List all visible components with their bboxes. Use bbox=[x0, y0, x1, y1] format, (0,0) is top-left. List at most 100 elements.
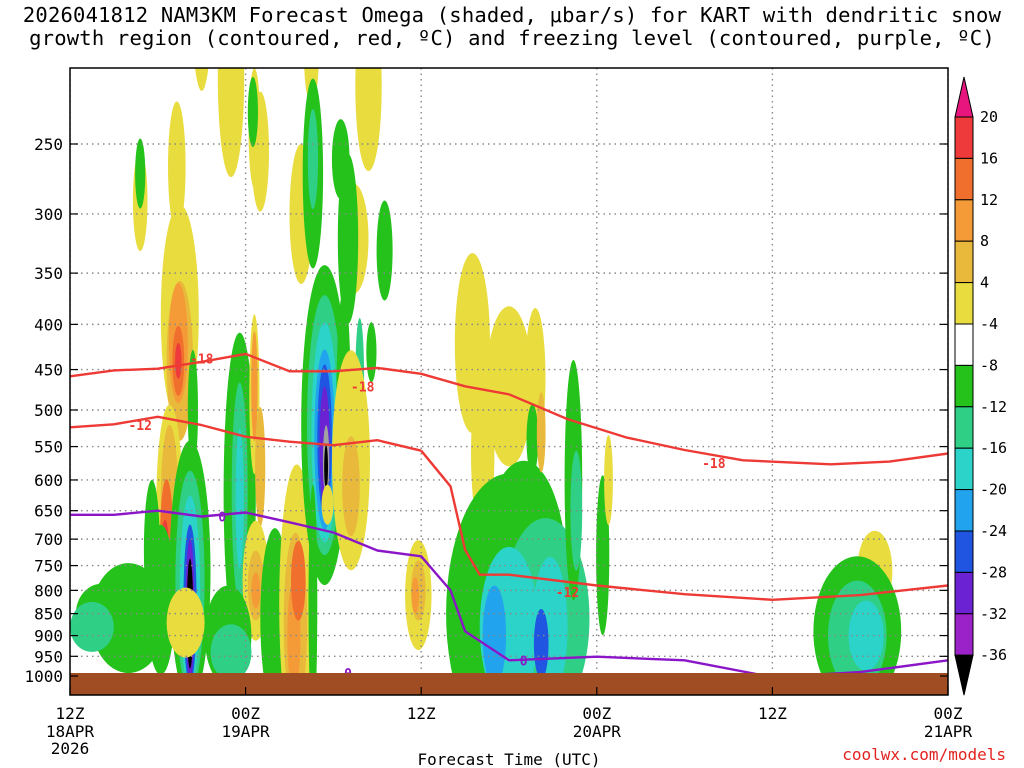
y-tick-label: 950 bbox=[34, 647, 63, 666]
x-tick-date: 19APR bbox=[222, 722, 271, 741]
colorbar-swatch bbox=[954, 323, 974, 366]
y-tick-label: 750 bbox=[34, 557, 63, 576]
credit-text: coolwx.com/models bbox=[842, 745, 1006, 764]
colorbar-label: -32 bbox=[980, 605, 1007, 623]
x-tick-date: 20APR bbox=[573, 722, 622, 741]
colorbar-swatch bbox=[954, 571, 974, 615]
omega-cell bbox=[411, 577, 419, 614]
y-tick-label: 600 bbox=[34, 471, 63, 490]
x-axis-title: Forecast Time (UTC) bbox=[417, 750, 600, 768]
omega-shading bbox=[70, 0, 902, 695]
omega-cell bbox=[355, 68, 382, 172]
omega-cell bbox=[366, 322, 377, 383]
omega-cell bbox=[848, 600, 884, 671]
contour-label: -18 bbox=[702, 457, 726, 472]
colorbar-swatch bbox=[954, 447, 974, 491]
y-axis: 250 300 350 400 450 500 550 600 650 700 750 800 850 9… bbox=[24, 135, 948, 686]
omega-cell bbox=[251, 572, 261, 609]
freezing-level-line bbox=[70, 509, 948, 679]
y-tick-label: 1000 bbox=[24, 667, 63, 686]
colorbar-swatch bbox=[954, 282, 974, 325]
omega-cell bbox=[175, 342, 182, 379]
colorbar-top-arrow bbox=[954, 76, 974, 118]
omega-cell bbox=[485, 306, 533, 467]
freezing-label: 0 bbox=[520, 654, 528, 669]
y-tick-label: 250 bbox=[34, 135, 63, 154]
chart-title: 2026041812 NAM3KM Forecast Omega (shaded… bbox=[0, 4, 1024, 50]
colorbar-label: 8 bbox=[980, 232, 989, 250]
omega-cell bbox=[342, 436, 360, 537]
contour-line-minus12-lower bbox=[420, 449, 948, 601]
colorbar-swatch bbox=[954, 157, 974, 201]
y-tick-label: 300 bbox=[34, 205, 63, 224]
y-tick-label: 850 bbox=[34, 605, 63, 624]
y-tick-label: 550 bbox=[34, 438, 63, 457]
omega-cell bbox=[291, 540, 306, 621]
omega-cell bbox=[235, 428, 244, 569]
y-tick-label: 800 bbox=[34, 581, 63, 600]
omega-cell bbox=[536, 392, 546, 473]
colorbar-label: -24 bbox=[980, 522, 1007, 540]
x-tick-label: 00Z bbox=[231, 704, 260, 723]
colorbar-swatch bbox=[954, 116, 974, 159]
contour-line-minus18 bbox=[70, 352, 510, 396]
colorbar-swatch bbox=[954, 406, 974, 449]
colorbar-label: -4 bbox=[980, 315, 998, 333]
x-tick-label: 00Z bbox=[934, 704, 963, 723]
contour-label: -12 bbox=[556, 586, 579, 601]
plot-frame bbox=[69, 67, 949, 696]
omega-cell bbox=[195, 68, 209, 91]
contour-line-minus12 bbox=[70, 415, 422, 452]
omega-cell bbox=[533, 609, 549, 679]
omega-cell bbox=[324, 445, 328, 489]
colorbar-bottom-arrow bbox=[954, 654, 974, 696]
colorbar-label: -8 bbox=[980, 356, 998, 374]
contour-label: -12 bbox=[128, 419, 151, 434]
x-tick-label: 00Z bbox=[582, 704, 611, 723]
y-tick-label: 400 bbox=[34, 315, 63, 334]
omega-cell bbox=[255, 407, 266, 527]
colorbar-swatch bbox=[954, 364, 974, 408]
omega-cell bbox=[187, 350, 198, 470]
omega-cell bbox=[321, 484, 334, 525]
omega-cell bbox=[526, 404, 539, 475]
y-tick-label: 650 bbox=[34, 502, 63, 521]
omega-cell bbox=[604, 435, 613, 525]
x-tick-date: 21APR bbox=[924, 722, 973, 741]
omega-cell bbox=[166, 587, 205, 658]
colorbar-label: 12 bbox=[980, 191, 998, 209]
colorbar-swatch bbox=[954, 530, 974, 573]
contour-label: -18 bbox=[351, 380, 375, 395]
colorbar-swatch bbox=[954, 613, 974, 656]
y-tick-label: 450 bbox=[34, 361, 63, 380]
omega-cell bbox=[70, 601, 114, 652]
x-tick-label: 12Z bbox=[407, 704, 436, 723]
omega-cell bbox=[168, 101, 186, 232]
y-tick-label: 350 bbox=[34, 264, 63, 283]
colorbar-label: 16 bbox=[980, 149, 998, 167]
colorbar-label: -36 bbox=[980, 646, 1007, 664]
omega-cell bbox=[229, 0, 239, 13]
omega-cell bbox=[376, 200, 393, 301]
contour-line-minus18-lower bbox=[508, 393, 948, 466]
colorbar-swatch bbox=[954, 240, 974, 284]
omega-cell bbox=[217, 68, 245, 178]
omega-cell bbox=[337, 153, 359, 324]
colorbar: 20 16 12 8 4 -4 -8 -12 -16 -20 -24 -28 -32 -36 bbox=[954, 76, 1007, 696]
colorbar-label: -20 bbox=[980, 481, 1007, 499]
colorbar-swatch bbox=[954, 199, 974, 242]
omega-cell bbox=[210, 624, 252, 681]
omega-cell bbox=[143, 479, 160, 620]
y-tick-label: 500 bbox=[34, 401, 63, 420]
x-tick-label: 12Z bbox=[758, 704, 787, 723]
contour-label: -18 bbox=[190, 352, 214, 367]
ground-surface bbox=[70, 673, 948, 695]
colorbar-label: 20 bbox=[980, 108, 998, 126]
colorbar-label: -28 bbox=[980, 563, 1007, 581]
x-tick-label: 12Z bbox=[56, 704, 85, 723]
contour-lines: -18-12-18-12-18000 bbox=[70, 352, 948, 682]
omega-cell bbox=[307, 109, 318, 210]
omega-cell bbox=[247, 77, 258, 147]
